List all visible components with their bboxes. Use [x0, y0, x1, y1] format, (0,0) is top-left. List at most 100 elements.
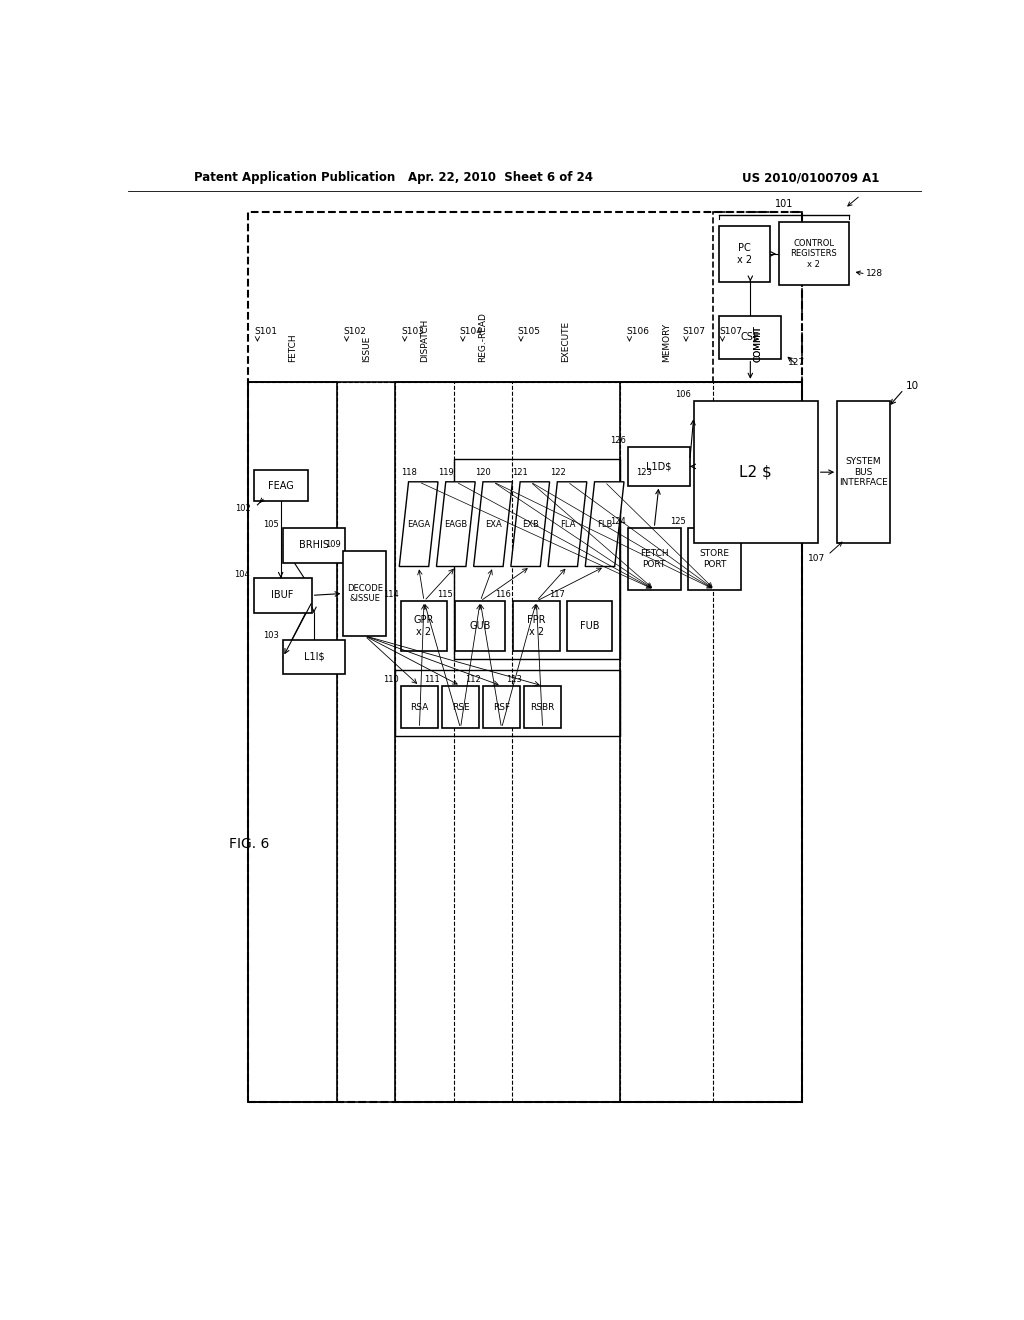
Text: 128: 128: [866, 269, 883, 279]
Text: 107: 107: [808, 554, 825, 564]
Bar: [628, 528, 681, 590]
Text: REG.-READ: REG.-READ: [478, 313, 487, 363]
Text: 114: 114: [383, 590, 398, 599]
Polygon shape: [399, 482, 438, 566]
Bar: [688, 528, 741, 590]
Text: 118: 118: [400, 469, 417, 477]
Text: 125: 125: [671, 517, 686, 527]
Text: S105: S105: [518, 327, 541, 337]
Bar: [524, 686, 561, 729]
Text: FLB: FLB: [597, 520, 612, 528]
Text: 10: 10: [905, 380, 919, 391]
Text: 101: 101: [775, 199, 794, 209]
Bar: [283, 528, 345, 562]
Text: EXECUTE: EXECUTE: [561, 321, 570, 363]
Bar: [395, 381, 802, 1102]
Text: FIG. 6: FIG. 6: [228, 837, 269, 850]
Polygon shape: [511, 482, 550, 566]
Text: FETCH
PORT: FETCH PORT: [640, 549, 669, 569]
Text: S101: S101: [254, 327, 278, 337]
Text: GPR
x 2: GPR x 2: [414, 615, 434, 638]
Text: DECODE
&ISSUE: DECODE &ISSUE: [347, 583, 383, 603]
Text: RSA: RSA: [411, 702, 428, 711]
Polygon shape: [586, 482, 624, 566]
Text: ISSUE: ISSUE: [361, 337, 371, 363]
Text: 120: 120: [475, 469, 490, 477]
Text: 124: 124: [610, 517, 626, 527]
Text: COMMIT: COMMIT: [754, 326, 762, 363]
Text: S104: S104: [460, 327, 482, 337]
Text: 106: 106: [676, 391, 691, 399]
Text: L1I$: L1I$: [304, 652, 325, 661]
Text: DISPATCH: DISPATCH: [420, 319, 429, 363]
Text: RSBR: RSBR: [530, 702, 555, 711]
Text: EXB: EXB: [522, 520, 539, 528]
Text: Apr. 22, 2010  Sheet 6 of 24: Apr. 22, 2010 Sheet 6 of 24: [408, 172, 593, 185]
Text: 105: 105: [263, 520, 280, 528]
Bar: [254, 470, 308, 502]
Bar: [454, 459, 621, 659]
Text: PC
x 2: PC x 2: [737, 243, 752, 265]
Polygon shape: [548, 482, 587, 566]
Bar: [713, 213, 802, 381]
Bar: [400, 601, 447, 651]
Text: STORE
PORT: STORE PORT: [699, 549, 730, 569]
Text: CSE: CSE: [740, 333, 760, 342]
Text: 121: 121: [512, 469, 528, 477]
Bar: [719, 226, 770, 281]
Text: 113: 113: [506, 676, 521, 684]
Text: S103: S103: [401, 327, 425, 337]
Text: COMMIT: COMMIT: [754, 326, 762, 363]
Bar: [779, 222, 849, 285]
Bar: [254, 578, 311, 612]
Text: 117: 117: [549, 590, 565, 599]
Polygon shape: [474, 482, 512, 566]
Bar: [567, 601, 612, 651]
Text: S102: S102: [343, 327, 367, 337]
Text: L2 $: L2 $: [739, 465, 772, 479]
Bar: [455, 601, 506, 651]
Bar: [719, 317, 781, 359]
Bar: [442, 686, 479, 729]
Text: 115: 115: [437, 590, 453, 599]
Text: S107: S107: [682, 327, 706, 337]
Text: US 2010/0100709 A1: US 2010/0100709 A1: [742, 172, 880, 185]
Bar: [283, 640, 345, 675]
Text: 102: 102: [236, 504, 251, 513]
Text: CONTROL
REGISTERS
x 2: CONTROL REGISTERS x 2: [791, 239, 838, 269]
Text: FLA: FLA: [560, 520, 575, 528]
Bar: [248, 381, 337, 1102]
Text: S106: S106: [627, 327, 649, 337]
Text: FEAG: FEAG: [268, 480, 294, 491]
Text: FPR
x 2: FPR x 2: [527, 615, 546, 638]
Text: GUB: GUB: [470, 622, 490, 631]
Text: EXA: EXA: [484, 520, 502, 528]
Text: EAGA: EAGA: [408, 520, 430, 528]
Text: 119: 119: [438, 469, 454, 477]
Text: 104: 104: [233, 570, 250, 578]
Text: FUB: FUB: [581, 622, 600, 631]
Text: 116: 116: [495, 590, 511, 599]
Text: 126: 126: [609, 437, 626, 445]
Text: EAGB: EAGB: [444, 520, 467, 528]
Bar: [248, 381, 802, 1102]
Text: RSF: RSF: [493, 702, 510, 711]
Text: RSE: RSE: [452, 702, 469, 711]
Text: 123: 123: [636, 469, 651, 477]
Bar: [621, 381, 802, 1102]
Text: 112: 112: [465, 676, 480, 684]
Text: BRHIS: BRHIS: [299, 540, 329, 550]
Bar: [343, 552, 386, 636]
Bar: [483, 686, 520, 729]
Bar: [628, 447, 690, 486]
Text: IBUF: IBUF: [271, 590, 294, 601]
Bar: [838, 401, 890, 544]
Text: L1D$: L1D$: [646, 462, 672, 471]
Text: 127: 127: [787, 358, 805, 367]
Text: 110: 110: [383, 676, 398, 684]
Bar: [693, 401, 818, 544]
Text: 109: 109: [326, 540, 341, 549]
Text: FETCH: FETCH: [288, 334, 297, 363]
Text: 103: 103: [263, 631, 280, 640]
Text: Patent Application Publication: Patent Application Publication: [194, 172, 395, 185]
